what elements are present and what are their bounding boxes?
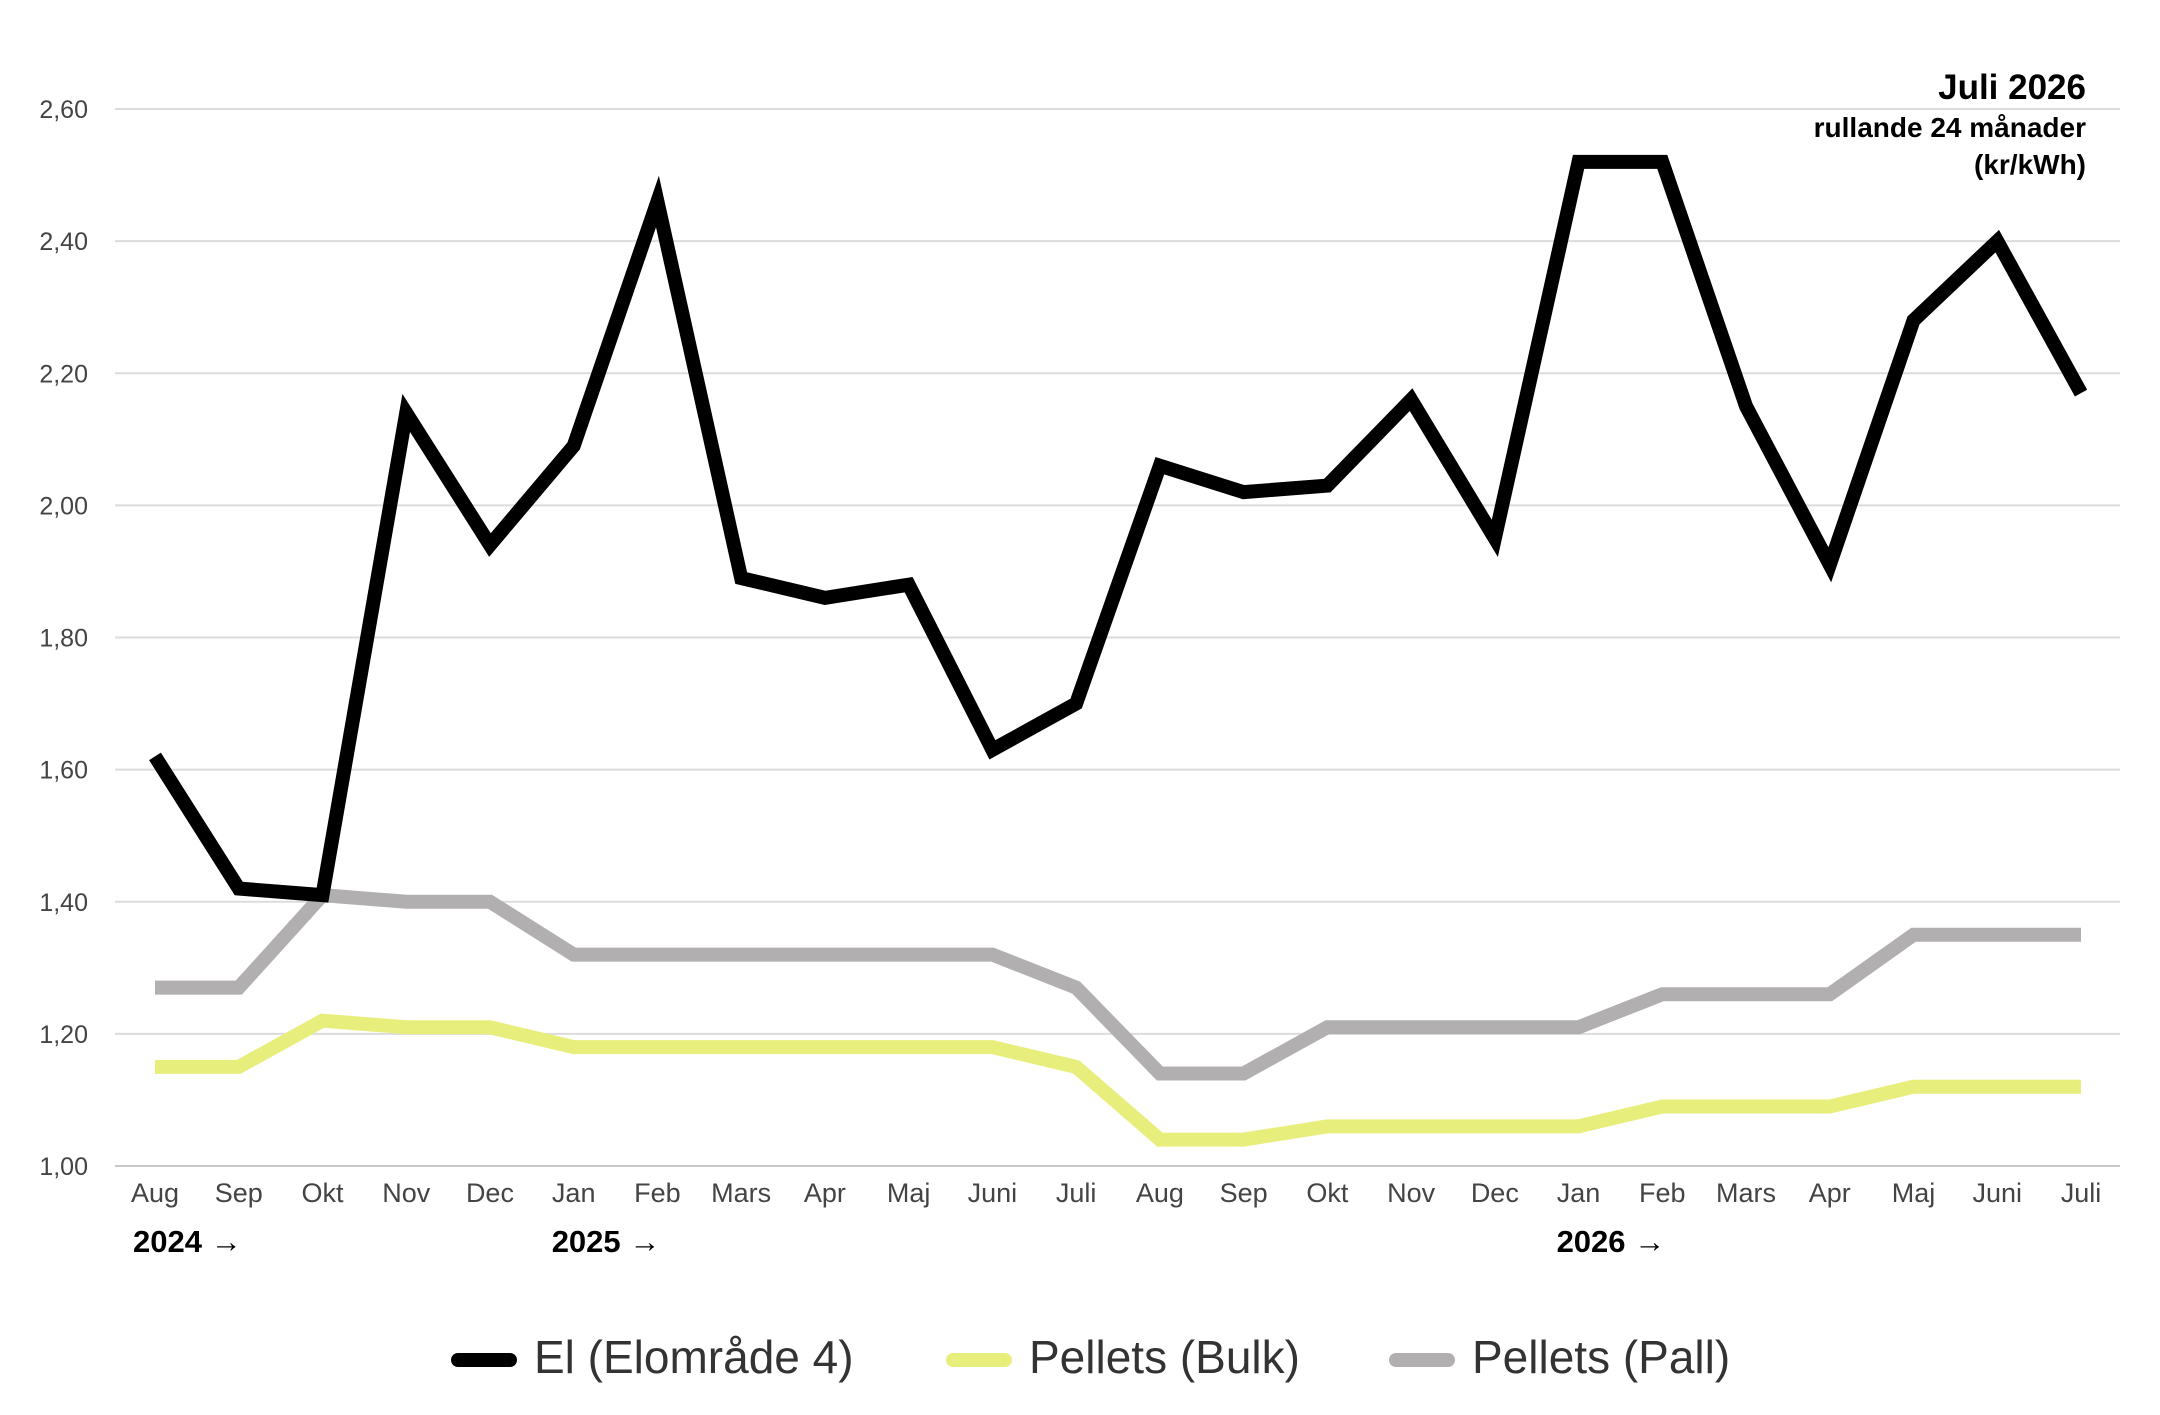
chart-title: Juli 2026 — [1938, 68, 2086, 107]
x-tick-label: Aug — [1136, 1178, 1184, 1208]
x-tick-label: Okt — [301, 1178, 344, 1208]
y-tick-label: 2,40 — [39, 228, 88, 256]
year-label: 2024 → — [133, 1224, 242, 1259]
legend-label: El (Elområde 4) — [534, 1331, 854, 1383]
legend-label: Pellets (Pall) — [1472, 1331, 1730, 1383]
x-tick-label: Feb — [1639, 1178, 1686, 1208]
x-tick-label: Dec — [1471, 1178, 1519, 1208]
x-tick-label: Juni — [1972, 1178, 2022, 1208]
x-tick-label: Sep — [215, 1178, 263, 1208]
chart-subtitle: rullande 24 månader — [1814, 112, 2086, 143]
legend-label: Pellets (Bulk) — [1029, 1331, 1300, 1383]
x-tick-label: Juli — [2061, 1178, 2102, 1208]
legend: El (Elområde 4) Pellets (Bulk) Pellets (Pa… — [458, 1331, 1730, 1383]
x-tick-label: Apr — [804, 1178, 846, 1208]
x-tick-label: Maj — [887, 1178, 931, 1208]
year-label: 2026 → — [1557, 1224, 1666, 1259]
chart-unit: (kr/kWh) — [1974, 149, 2086, 180]
x-tick-label: Jan — [1557, 1178, 1601, 1208]
x-tick-label: Maj — [1892, 1178, 1936, 1208]
x-tick-label: Mars — [711, 1178, 771, 1208]
y-tick-label: 2,00 — [39, 492, 88, 520]
x-tick-label: Dec — [466, 1178, 514, 1208]
x-tick-label: Okt — [1306, 1178, 1349, 1208]
y-tick-label: 1,80 — [39, 625, 88, 653]
x-tick-label: Aug — [131, 1178, 179, 1208]
x-tick-label: Mars — [1716, 1178, 1776, 1208]
y-tick-label: 1,00 — [39, 1153, 88, 1181]
x-tick-label: Nov — [382, 1178, 431, 1208]
year-label: 2025 → — [552, 1224, 661, 1259]
x-tick-label: Nov — [1387, 1178, 1436, 1208]
x-tick-label: Juli — [1056, 1178, 1097, 1208]
y-tick-label: 1,20 — [39, 1021, 88, 1049]
x-tick-label: Feb — [634, 1178, 681, 1208]
x-tick-label: Jan — [552, 1178, 596, 1208]
y-tick-label: 1,60 — [39, 757, 88, 785]
y-tick-label: 2,60 — [39, 96, 88, 124]
x-tick-label: Juni — [968, 1178, 1018, 1208]
y-tick-label: 1,40 — [39, 889, 88, 917]
x-tick-label: Apr — [1809, 1178, 1851, 1208]
x-tick-label: Sep — [1220, 1178, 1268, 1208]
y-tick-label: 2,20 — [39, 360, 88, 388]
